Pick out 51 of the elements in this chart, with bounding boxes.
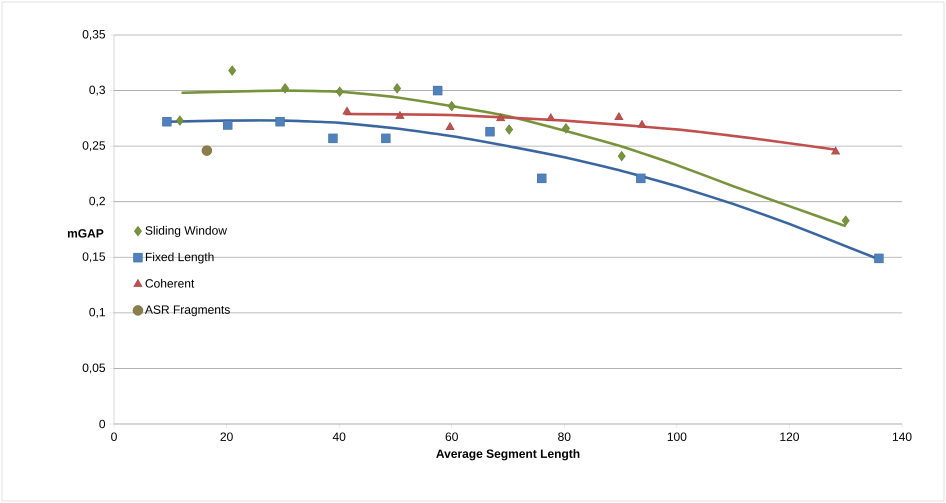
- point: [176, 115, 184, 126]
- point: [505, 124, 514, 135]
- point: [342, 106, 352, 114]
- legend-label: ASR Fragments: [144, 305, 230, 316]
- x-tick-label: 80: [558, 432, 570, 441]
- point: [874, 254, 884, 264]
- point: [546, 113, 556, 122]
- legend-label: Coherent: [146, 278, 194, 288]
- point: [395, 110, 404, 119]
- x-tick-label: 140: [892, 432, 912, 441]
- point: [223, 120, 232, 130]
- y-tick-label: 0,15: [82, 252, 106, 262]
- point: [618, 150, 626, 162]
- point: [485, 126, 495, 136]
- point: [393, 83, 402, 94]
- point: [328, 134, 338, 144]
- point: [637, 120, 646, 128]
- y-tick-label: 0,25: [82, 141, 106, 152]
- y-tick-label: 0,2: [89, 196, 105, 207]
- point: [162, 116, 172, 126]
- y-tick-label: 0: [99, 420, 106, 428]
- point: [562, 123, 570, 134]
- point: [275, 116, 285, 126]
- x-tick-label: 100: [668, 432, 686, 441]
- point: [381, 134, 391, 144]
- point: [446, 122, 455, 130]
- point: [432, 86, 442, 96]
- point: [537, 174, 546, 184]
- point: [496, 113, 506, 122]
- y-tick-label: 0,3: [89, 86, 106, 96]
- point: [831, 146, 840, 154]
- point: [281, 83, 290, 94]
- point: [614, 112, 624, 120]
- legend-label: Sliding Window: [145, 226, 227, 238]
- x-tick-label: 40: [332, 432, 346, 441]
- point: [336, 86, 344, 97]
- x-tick-label: 20: [220, 432, 233, 441]
- point: [636, 174, 646, 184]
- point: [842, 215, 850, 226]
- point: [448, 100, 456, 112]
- y-axis-title: mGAP: [68, 229, 104, 238]
- x-tick-label: 0: [111, 432, 117, 441]
- x-tick-label: 60: [446, 432, 458, 441]
- y-tick-label: 0,05: [82, 363, 106, 374]
- point: [202, 145, 212, 156]
- y-tick-label: 0,35: [82, 30, 106, 40]
- x-axis-title: Average Segment Length: [436, 449, 580, 460]
- y-tick-label: 0,1: [89, 308, 105, 318]
- x-tick-label: 120: [780, 432, 799, 441]
- point: [228, 65, 236, 76]
- legend-label: Fixed Length: [146, 252, 214, 264]
